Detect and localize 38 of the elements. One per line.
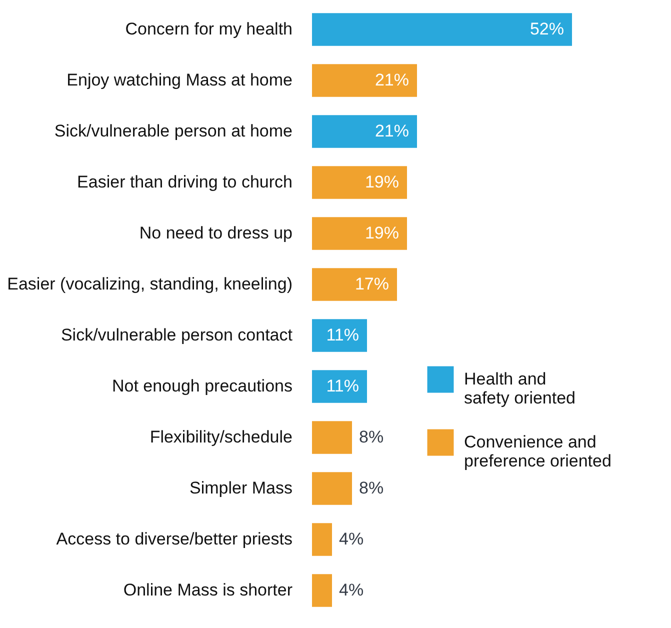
legend-label: Convenience and preference oriented xyxy=(464,432,612,470)
y-tick-label: Sick/vulnerable person contact xyxy=(60,326,293,344)
y-tick-label: Simpler Mass xyxy=(190,478,292,498)
data-label: 19% xyxy=(364,172,399,192)
bar xyxy=(312,370,367,403)
y-tick-label: No need to dress up xyxy=(139,224,292,242)
bar xyxy=(312,523,332,556)
bar xyxy=(312,13,572,46)
data-label: 52% xyxy=(530,20,564,38)
data-label: 19% xyxy=(364,224,399,242)
bar xyxy=(312,472,352,505)
y-tick-label: Flexibility/schedule xyxy=(150,428,292,446)
data-label: 4% xyxy=(339,580,364,600)
bar xyxy=(312,115,417,148)
y-tick-label: Access to diverse/better priests xyxy=(56,530,292,548)
data-label: 11% xyxy=(326,376,359,396)
data-label: 8% xyxy=(359,428,384,446)
data-label: 8% xyxy=(359,478,384,498)
bar xyxy=(312,217,407,250)
data-label: 21% xyxy=(374,70,409,90)
y-tick-label: Easier than driving to church xyxy=(77,172,292,192)
data-label: 4% xyxy=(339,530,364,548)
y-tick-label: Concern for my health xyxy=(125,20,292,38)
data-label: 11% xyxy=(326,326,359,344)
bar xyxy=(312,166,407,199)
y-tick-label: Enjoy watching Mass at home xyxy=(66,70,292,90)
bar xyxy=(312,574,332,607)
bar xyxy=(312,421,352,454)
y-tick-label: Not enough precautions xyxy=(112,376,292,396)
y-tick-label: Sick/vulnerable person at home xyxy=(54,122,292,140)
bar xyxy=(312,319,367,352)
legend-label: Health and safety oriented xyxy=(464,370,576,408)
data-label: 17% xyxy=(354,274,389,294)
y-tick-label: Online Mass is shorter xyxy=(123,580,293,600)
data-label: 21% xyxy=(374,122,409,140)
bar xyxy=(312,268,397,301)
bar xyxy=(312,64,417,97)
y-tick-label: Easier (vocalizing, standing, kneeling) xyxy=(7,274,292,294)
